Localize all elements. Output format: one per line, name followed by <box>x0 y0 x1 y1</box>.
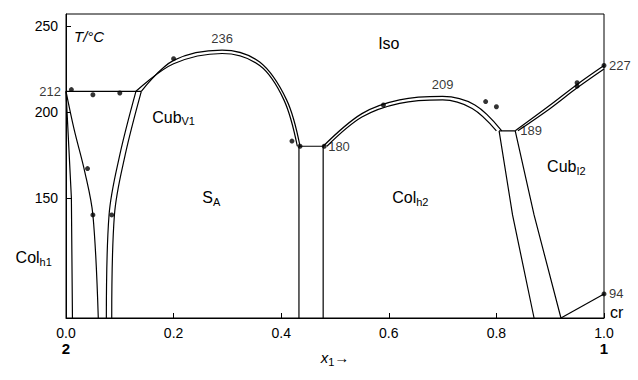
svg-text:0.4: 0.4 <box>271 325 291 341</box>
svg-text:Cub: Cub <box>152 109 181 126</box>
svg-text:cr: cr <box>610 304 624 321</box>
svg-text:200: 200 <box>35 104 59 120</box>
svg-text:150: 150 <box>35 190 59 206</box>
svg-text:0.6: 0.6 <box>379 325 399 341</box>
svg-text:180: 180 <box>328 139 350 154</box>
svg-text:I2: I2 <box>576 165 585 177</box>
svg-text:0.2: 0.2 <box>164 325 184 341</box>
svg-text:Col: Col <box>16 249 40 266</box>
svg-text:189: 189 <box>520 123 542 138</box>
svg-text:T/°C: T/°C <box>74 28 104 45</box>
svg-text:V1: V1 <box>182 115 195 127</box>
svg-text:1: 1 <box>600 340 608 357</box>
html-text:x1: x1 <box>320 349 335 368</box>
svg-text:S: S <box>202 189 213 206</box>
svg-text:1.0: 1.0 <box>594 325 614 341</box>
svg-text:→: → <box>334 349 349 366</box>
svg-text:h2: h2 <box>416 196 428 208</box>
svg-text:209: 209 <box>432 77 454 92</box>
svg-text:0.8: 0.8 <box>487 325 507 341</box>
svg-text:A: A <box>213 196 221 208</box>
svg-text:250: 250 <box>35 18 59 34</box>
svg-text:236: 236 <box>211 31 233 46</box>
svg-text:h1: h1 <box>40 256 52 268</box>
svg-text:94: 94 <box>609 286 623 301</box>
svg-text:0.0: 0.0 <box>56 325 76 341</box>
svg-text:Cub: Cub <box>547 158 576 175</box>
svg-text:227: 227 <box>609 58 631 73</box>
svg-text:Iso: Iso <box>378 35 399 52</box>
svg-text:Col: Col <box>392 189 416 206</box>
svg-text:2: 2 <box>62 340 70 357</box>
svg-text:212: 212 <box>39 84 61 99</box>
